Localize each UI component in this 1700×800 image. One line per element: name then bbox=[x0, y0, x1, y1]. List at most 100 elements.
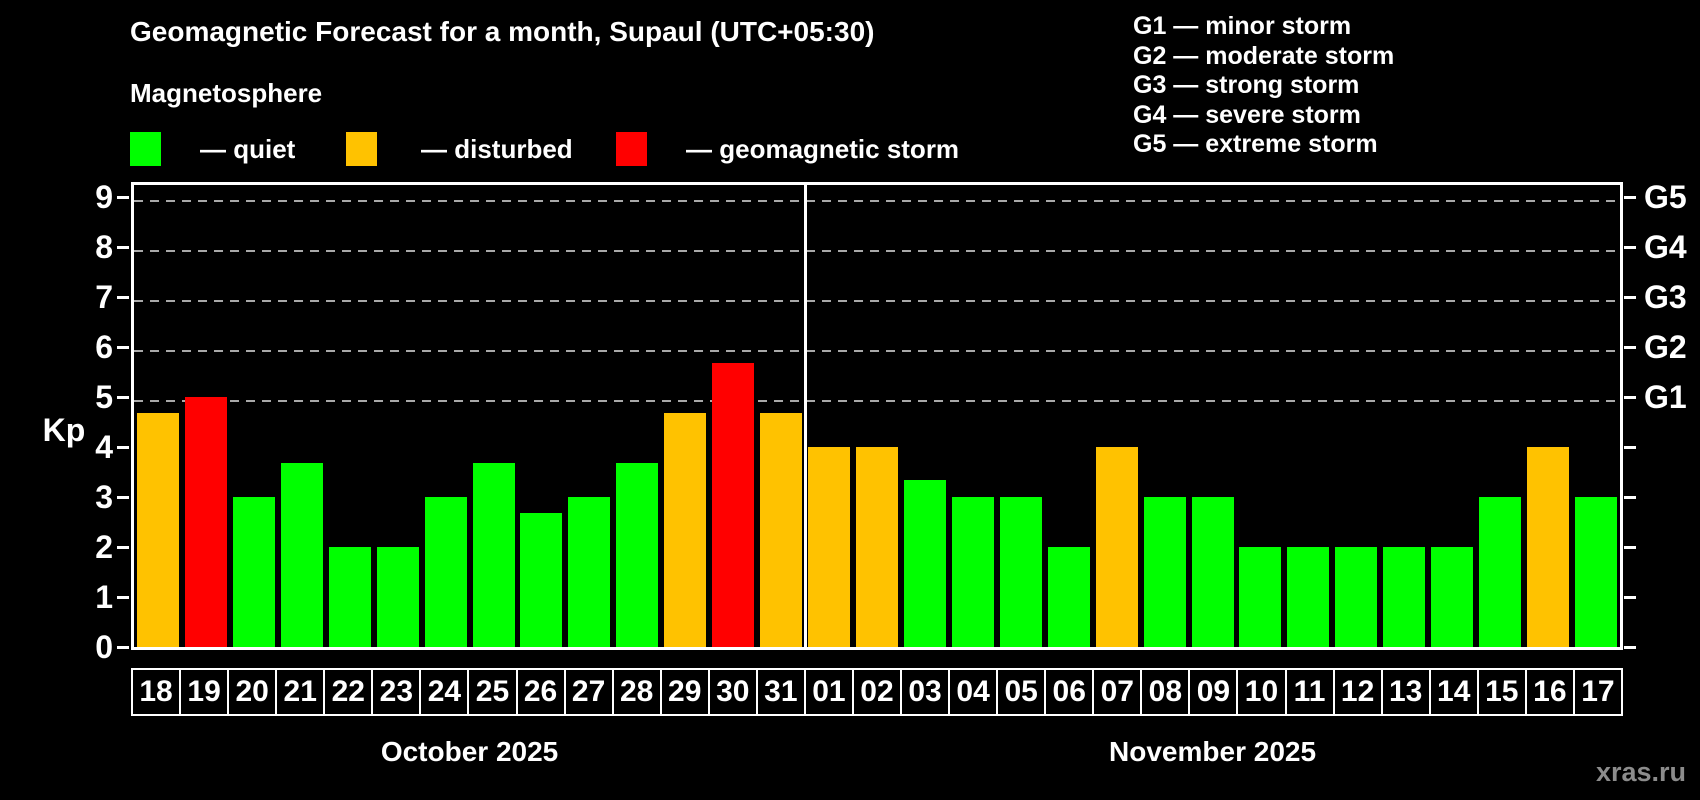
date-cell-17: 17 bbox=[1572, 668, 1623, 716]
date-cell-11: 11 bbox=[1284, 668, 1335, 716]
date-cell-01: 01 bbox=[803, 668, 854, 716]
kp-bar-21 bbox=[280, 463, 323, 647]
g-label-G1: G1 bbox=[1644, 379, 1687, 415]
date-cell-28: 28 bbox=[611, 668, 662, 716]
date-cell-26: 26 bbox=[515, 668, 566, 716]
y-tick-label-4: 4 bbox=[95, 429, 113, 465]
kp-bar-09 bbox=[1191, 497, 1234, 647]
y-tick-9 bbox=[117, 196, 129, 199]
g-label-G3: G3 bbox=[1644, 279, 1687, 315]
y-tick-5 bbox=[117, 396, 129, 399]
kp-bar-18 bbox=[136, 413, 179, 647]
y-tick-label-3: 3 bbox=[95, 479, 113, 515]
right-tick-3 bbox=[1624, 496, 1636, 499]
date-cell-12: 12 bbox=[1332, 668, 1383, 716]
right-tick-9 bbox=[1624, 196, 1636, 199]
y-tick-7 bbox=[117, 296, 129, 299]
kp-bar-16 bbox=[1527, 447, 1570, 647]
date-cell-31: 31 bbox=[755, 668, 806, 716]
gridline-kp5 bbox=[134, 400, 1620, 402]
chart-subtitle: Magnetosphere bbox=[130, 78, 323, 108]
g-legend-line-3: G3 — strong storm bbox=[1133, 71, 1360, 100]
kp-bar-07 bbox=[1095, 447, 1138, 647]
date-cell-03: 03 bbox=[900, 668, 951, 716]
date-cell-14: 14 bbox=[1428, 668, 1479, 716]
g-legend-line-2: G2 — moderate storm bbox=[1133, 41, 1395, 70]
page-title: Geomagnetic Forecast for a month, Supaul… bbox=[130, 16, 875, 47]
date-cell-25: 25 bbox=[467, 668, 518, 716]
date-cell-16: 16 bbox=[1524, 668, 1575, 716]
y-tick-label-7: 7 bbox=[95, 279, 113, 315]
y-tick-label-0: 0 bbox=[95, 629, 113, 665]
y-tick-2 bbox=[117, 546, 129, 549]
y-tick-label-5: 5 bbox=[95, 379, 113, 415]
date-cell-20: 20 bbox=[227, 668, 278, 716]
date-cell-08: 08 bbox=[1140, 668, 1191, 716]
legend-item-disturbed: — disturbed bbox=[346, 132, 573, 166]
g-legend-line-1: G1 — minor storm bbox=[1133, 12, 1352, 40]
y-axis-label: Kp bbox=[42, 412, 86, 448]
legend-item-storm: — geomagnetic storm bbox=[616, 132, 959, 166]
right-tick-4 bbox=[1624, 446, 1636, 449]
gridline-kp6 bbox=[134, 350, 1620, 352]
y-tick-4 bbox=[117, 446, 129, 449]
legend-storm-label: — geomagnetic storm bbox=[686, 133, 960, 164]
right-tick-0 bbox=[1624, 646, 1636, 649]
y-tick-6 bbox=[117, 346, 129, 349]
date-cell-27: 27 bbox=[563, 668, 614, 716]
g-label-G5: G5 bbox=[1644, 179, 1687, 215]
legend-disturbed-label: — disturbed bbox=[421, 133, 573, 164]
kp-bar-27 bbox=[568, 497, 611, 647]
g-scale-legend: G1 — minor storm G2 — moderate storm G3 — … bbox=[1133, 12, 1394, 160]
kp-bar-26 bbox=[520, 513, 563, 647]
g-legend-line-5: G5 — extreme storm bbox=[1133, 130, 1378, 159]
date-cell-04: 04 bbox=[948, 668, 999, 716]
kp-bar-23 bbox=[376, 547, 419, 647]
kp-bar-25 bbox=[472, 463, 515, 647]
y-tick-8 bbox=[117, 246, 129, 249]
date-cell-18: 18 bbox=[131, 668, 182, 716]
kp-bar-04 bbox=[951, 497, 994, 647]
y-tick-label-9: 9 bbox=[95, 179, 113, 215]
date-cell-15: 15 bbox=[1476, 668, 1527, 716]
gridline-kp7 bbox=[134, 300, 1620, 302]
kp-bar-29 bbox=[664, 413, 707, 647]
month-separator-0 bbox=[803, 185, 807, 647]
date-cell-10: 10 bbox=[1236, 668, 1287, 716]
g-label-G4: G4 bbox=[1644, 229, 1687, 265]
right-tick-7 bbox=[1624, 296, 1636, 299]
date-cell-29: 29 bbox=[659, 668, 710, 716]
kp-bar-20 bbox=[232, 497, 275, 647]
y-tick-label-6: 6 bbox=[95, 329, 113, 365]
kp-bar-15 bbox=[1479, 497, 1522, 647]
kp-bar-01 bbox=[808, 447, 851, 647]
right-tick-1 bbox=[1624, 596, 1636, 599]
kp-bar-22 bbox=[328, 547, 371, 647]
gridline-kp9 bbox=[134, 200, 1620, 202]
month-label-2: November 2025 bbox=[1109, 736, 1317, 767]
plot-area bbox=[131, 182, 1623, 650]
kp-bar-19 bbox=[184, 397, 227, 647]
kp-bar-03 bbox=[903, 480, 946, 647]
date-cell-24: 24 bbox=[419, 668, 470, 716]
date-cell-21: 21 bbox=[275, 668, 326, 716]
kp-bar-06 bbox=[1047, 547, 1090, 647]
disturbed-swatch-icon bbox=[346, 132, 377, 166]
y-tick-0 bbox=[117, 646, 129, 649]
date-cell-30: 30 bbox=[707, 668, 758, 716]
kp-bar-14 bbox=[1431, 547, 1474, 647]
kp-bar-12 bbox=[1335, 547, 1378, 647]
g-label-G2: G2 bbox=[1644, 329, 1687, 365]
date-cell-22: 22 bbox=[323, 668, 374, 716]
kp-bar-08 bbox=[1143, 497, 1186, 647]
watermark: xras.ru bbox=[1595, 757, 1686, 787]
storm-swatch-icon bbox=[616, 132, 647, 166]
month-label-1: October 2025 bbox=[380, 736, 559, 767]
kp-bar-30 bbox=[712, 363, 755, 647]
date-cell-02: 02 bbox=[851, 668, 902, 716]
date-cell-19: 19 bbox=[179, 668, 230, 716]
right-tick-8 bbox=[1624, 246, 1636, 249]
y-tick-label-8: 8 bbox=[95, 229, 113, 265]
right-tick-2 bbox=[1624, 546, 1636, 549]
